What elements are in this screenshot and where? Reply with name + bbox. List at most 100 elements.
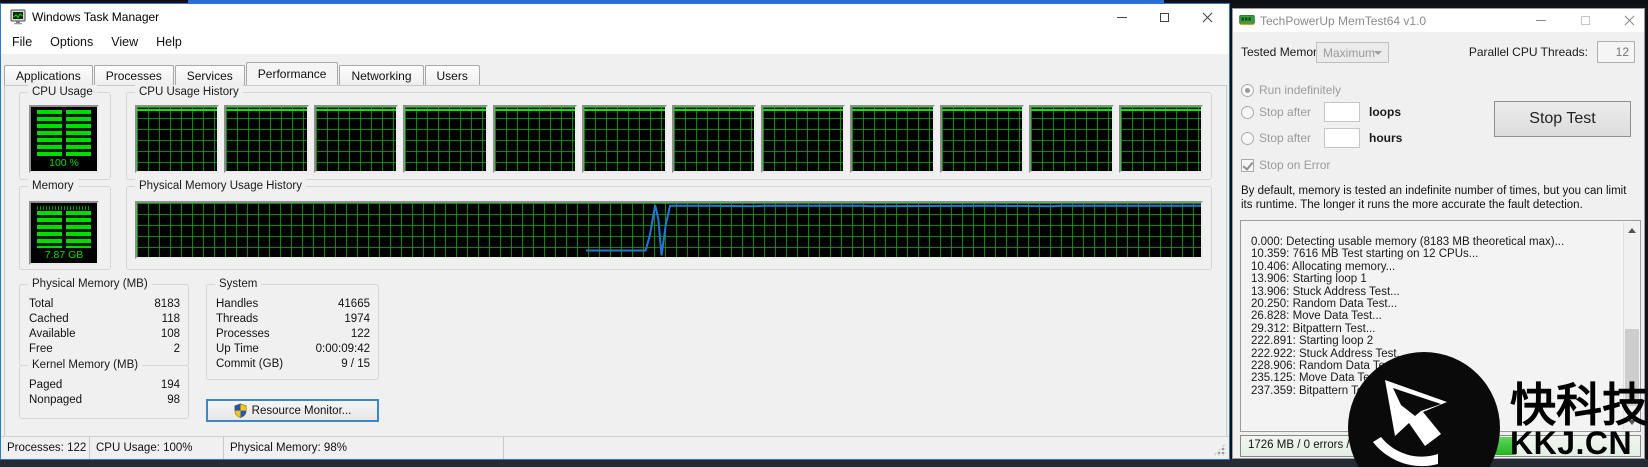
description-text: By default, memory is tested an indefini… [1241, 185, 1627, 211]
stat-row: Processes 122 [216, 328, 370, 343]
task-manager-app-icon [10, 9, 26, 25]
cpu-history-graph [671, 105, 756, 173]
chevron-down-icon [1374, 51, 1382, 55]
log-line: 20.250: Random Data Test... [1251, 298, 1398, 311]
cpu-history-graph [850, 105, 935, 173]
tab[interactable]: Performance [245, 62, 339, 85]
tab[interactable]: Services [174, 65, 245, 85]
stat-label: Free [29, 343, 53, 355]
task-manager-window: Windows Task Manager File Options View Help… [0, 3, 1230, 460]
cpu-history-groupbox: CPU Usage History [126, 85, 1212, 180]
tab[interactable]: Processes [93, 65, 174, 85]
menu-item[interactable]: View [111, 35, 139, 49]
kernel-memory-title: Kernel Memory (MB) [28, 358, 143, 372]
tested-memory-select[interactable]: Maximum [1316, 42, 1389, 63]
stat-value: 194 [160, 379, 180, 391]
stop-after-loops-option[interactable]: Stop after loops [1241, 102, 1401, 122]
radio-stop-after-loops[interactable] [1241, 105, 1254, 119]
menu-item[interactable]: Help [156, 35, 182, 49]
cpu-history-graph [492, 105, 578, 173]
minimize-icon [1536, 20, 1546, 21]
status-panel: Physical Memory: 98% [224, 437, 504, 459]
tab[interactable]: Networking [339, 65, 424, 85]
threads-input[interactable]: 12 [1597, 41, 1635, 63]
tab-strip: Applications Processes Services Performance… [4, 62, 481, 85]
scroll-down-button[interactable] [1624, 414, 1640, 430]
stop-on-error-checkbox[interactable] [1241, 158, 1254, 172]
system-title: System [215, 277, 262, 291]
log-line: 10.406: Allocating memory... [1251, 260, 1396, 273]
log-line: 222.891: Starting loop 2 [1251, 335, 1374, 348]
cpu-usage-line [852, 109, 933, 111]
minimize-button[interactable] [1534, 14, 1548, 28]
memtest64-window: TechPowerUp MemTest64 v1.0 Tested Memory… [1232, 8, 1645, 459]
radio-run-indefinitely[interactable] [1241, 83, 1254, 97]
stat-label: Nonpaged [29, 394, 83, 406]
menu-item[interactable]: Options [50, 35, 94, 49]
menu-item[interactable]: File [12, 35, 33, 49]
loops-input[interactable] [1324, 102, 1360, 122]
stop-test-label: Stop Test [1529, 110, 1596, 127]
progress-marquee-chunk [1478, 437, 1517, 455]
system-groupbox: System Handles 41665 Threads 1974 Proces… [206, 277, 379, 380]
cpu-usage-gauge: 100 % [29, 105, 99, 173]
scroll-up-button[interactable] [1624, 222, 1640, 238]
stat-value: 41665 [338, 298, 370, 310]
ram-icon [1239, 15, 1255, 26]
run-indefinitely-option[interactable]: Run indefinitely [1241, 80, 1341, 100]
log-line: 222.922: Stuck Address Test... [1251, 347, 1407, 360]
stop-after-hours-option[interactable]: Stop after hours [1241, 128, 1402, 148]
memory-label: Memory [28, 179, 78, 193]
stop-after-label: Stop after [1259, 131, 1312, 145]
log-scrollbar[interactable] [1623, 222, 1639, 430]
background-top-strip [0, 0, 1648, 4]
graph-grid [941, 107, 1023, 171]
memory-gauge-bars [37, 211, 91, 248]
graph-grid [852, 107, 933, 171]
memory-gauge: 7.87 GB [29, 201, 99, 265]
cpu-history-graph [1029, 105, 1114, 173]
graph-grid [405, 107, 486, 171]
scrollbar-thumb[interactable] [1625, 329, 1639, 406]
cpu-history-graph [135, 105, 220, 173]
cpu-usage-line [494, 109, 576, 111]
log-line: 13.906: Stuck Address Test... [1251, 285, 1400, 298]
maximize-icon [1160, 12, 1169, 22]
cpu-usage-line [315, 109, 397, 111]
log-line: 26.828: Move Data Test... [1251, 310, 1382, 323]
cpu-usage-label: CPU Usage [28, 85, 97, 99]
stat-label: Commit (GB) [216, 358, 284, 370]
close-button[interactable] [1622, 14, 1636, 28]
maximize-button[interactable] [1578, 14, 1592, 28]
hours-input[interactable] [1324, 128, 1360, 148]
stat-label: Threads [216, 313, 259, 325]
close-button[interactable] [1186, 4, 1229, 30]
background-accent-strip [188, 0, 1164, 3]
cpu-usage-line [405, 109, 486, 111]
window-title: Windows Task Manager [32, 10, 160, 24]
stat-label: Up Time [216, 343, 259, 355]
resize-grip[interactable] [1213, 443, 1226, 456]
status-bar: Processes: 122 CPU Usage: 100% Physical Me… [1, 436, 1229, 459]
maximize-button[interactable] [1143, 4, 1186, 30]
kernel-memory-groupbox: Kernel Memory (MB) Paged 194 Nonpaged 98 [19, 358, 189, 419]
radio-stop-after-hours[interactable] [1241, 131, 1254, 145]
stat-row: Paged 194 [29, 379, 180, 394]
stat-row: Threads 1974 [216, 313, 370, 328]
tab[interactable]: Users [424, 65, 480, 85]
memtest-titlebar[interactable]: TechPowerUp MemTest64 v1.0 [1233, 9, 1644, 32]
stop-on-error-option[interactable]: Stop on Error [1241, 155, 1330, 175]
tab[interactable]: Applications [4, 65, 93, 85]
stat-row: Free 2 [29, 343, 180, 358]
stat-row: Available 108 [29, 328, 180, 343]
graph-grid [673, 107, 754, 171]
resource-monitor-button[interactable]: Resource Monitor... [206, 399, 379, 422]
physical-memory-title: Physical Memory (MB) [28, 277, 152, 291]
minimize-button[interactable] [1100, 4, 1143, 30]
task-manager-titlebar[interactable]: Windows Task Manager [1, 4, 1229, 30]
window-title: TechPowerUp MemTest64 v1.0 [1260, 14, 1427, 28]
cpu-history-graph [760, 105, 846, 173]
log-line: 0.000: Detecting usable memory (8183 MB … [1251, 236, 1565, 248]
stop-test-button[interactable]: Stop Test [1494, 101, 1631, 137]
